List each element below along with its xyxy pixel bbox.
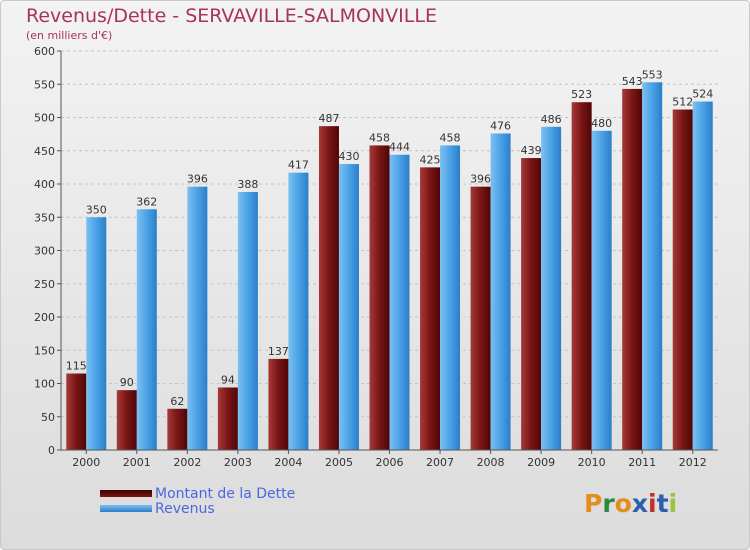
- x-tick-label: 2003: [224, 456, 252, 469]
- bar-dette: [167, 408, 188, 450]
- y-tick-label: 250: [34, 278, 55, 291]
- y-tick-label: 350: [34, 211, 55, 224]
- legend-label-revenus: Revenus: [155, 500, 215, 517]
- data-label-revenus: 524: [692, 88, 713, 101]
- bar-revenus: [692, 101, 713, 450]
- bar-revenus: [591, 130, 612, 451]
- data-label-revenus: 362: [136, 195, 157, 208]
- bar-dette: [66, 373, 87, 450]
- legend-swatch-revenus: [100, 505, 152, 512]
- y-tick-label: 600: [34, 45, 55, 58]
- logo-letter: x: [631, 489, 648, 518]
- bar-dette: [622, 88, 643, 450]
- data-label-revenus: 430: [338, 150, 359, 163]
- x-tick-label: 2000: [72, 456, 100, 469]
- y-tick-label: 100: [34, 378, 55, 391]
- y-tick-label: 200: [34, 311, 55, 324]
- legend-item-revenus: Revenus: [100, 500, 295, 517]
- bar-revenus: [338, 164, 359, 451]
- data-label-revenus: 396: [187, 173, 208, 186]
- x-tick-label: 2004: [274, 456, 302, 469]
- x-tick-label: 2011: [628, 456, 656, 469]
- bar-dette: [571, 102, 592, 450]
- bar-revenus: [136, 209, 157, 450]
- data-label-dette: 439: [521, 144, 542, 157]
- y-tick-label: 150: [34, 344, 55, 357]
- bar-dette: [268, 358, 289, 450]
- data-label-dette: 512: [672, 96, 693, 109]
- logo-letter: i: [648, 489, 657, 518]
- x-tick-label: 2012: [679, 456, 707, 469]
- bar-revenus: [642, 82, 663, 450]
- y-tick-label: 450: [34, 145, 55, 158]
- data-label-dette: 487: [318, 112, 339, 125]
- bar-revenus: [187, 186, 208, 450]
- x-tick-label: 2009: [527, 456, 555, 469]
- data-label-dette: 137: [268, 345, 289, 358]
- x-tick-label: 2006: [376, 456, 404, 469]
- data-labels: 1153509036262396943881374174874304584444…: [66, 68, 713, 408]
- data-label-dette: 90: [120, 376, 134, 389]
- data-label-revenus: 486: [541, 113, 562, 126]
- bar-revenus: [86, 217, 107, 450]
- legend: Montant de la Dette Revenus: [100, 485, 296, 517]
- chart-title: Revenus/Dette - SERVAVILLE-SALMONVILLE: [26, 5, 437, 27]
- data-label-revenus: 476: [490, 119, 511, 132]
- bar-dette: [420, 167, 441, 450]
- x-tick-label: 2001: [123, 456, 151, 469]
- logo-letter: o: [614, 489, 632, 518]
- x-tick-label: 2005: [325, 456, 353, 469]
- bar-dette: [672, 109, 693, 451]
- data-label-revenus: 417: [288, 159, 309, 172]
- data-label-dette: 94: [221, 373, 235, 386]
- x-tick-label: 2010: [578, 456, 606, 469]
- data-label-revenus: 444: [389, 141, 410, 154]
- logo-letter: t: [656, 489, 669, 518]
- data-label-revenus: 388: [237, 178, 258, 191]
- bar-revenus: [288, 172, 309, 450]
- y-tick-label: 300: [34, 245, 55, 258]
- data-label-dette: 62: [170, 395, 184, 408]
- x-tick-label: 2002: [173, 456, 201, 469]
- bar-revenus: [541, 126, 562, 450]
- data-label-dette: 523: [571, 88, 592, 101]
- data-label-dette: 458: [369, 131, 390, 144]
- bar-dette: [521, 158, 542, 450]
- bar-dette: [217, 387, 238, 450]
- data-label-dette: 396: [470, 173, 491, 186]
- bar-dette: [470, 186, 491, 450]
- proxiti-logo: Proxiti: [584, 489, 677, 518]
- data-label-dette: 543: [622, 75, 643, 88]
- y-tick-label: 0: [48, 444, 55, 457]
- legend-label-dette: Montant de la Dette: [155, 485, 296, 502]
- bar-revenus: [237, 191, 258, 451]
- logo-letter: r: [602, 489, 615, 518]
- legend-item-dette: Montant de la Dette: [100, 485, 296, 502]
- y-tick-label: 550: [34, 78, 55, 91]
- data-label-dette: 425: [420, 153, 441, 166]
- y-tick-label: 400: [34, 178, 55, 191]
- bar-dette: [369, 145, 390, 450]
- y-tick-label: 50: [41, 411, 55, 424]
- bar-revenus: [440, 145, 461, 450]
- x-tick-label: 2008: [477, 456, 505, 469]
- logo-letter: i: [668, 489, 678, 518]
- bar-dette: [116, 390, 137, 450]
- data-label-revenus: 458: [440, 131, 461, 144]
- x-tick-label: 2007: [426, 456, 454, 469]
- chart-subtitle: (en milliers d'€): [26, 29, 113, 42]
- data-label-revenus: 350: [86, 203, 107, 216]
- bar-revenus: [389, 154, 410, 451]
- bar-revenus: [490, 133, 511, 450]
- legend-swatch-dette: [100, 490, 152, 497]
- bars: [66, 82, 713, 451]
- data-label-dette: 115: [66, 360, 87, 373]
- bar-dette: [318, 126, 339, 451]
- logo-letter: P: [584, 489, 603, 518]
- data-label-revenus: 553: [642, 68, 663, 81]
- data-label-revenus: 480: [591, 117, 612, 130]
- axes: 0 50 100 150 200 250 300 350 400 450 500 550 600 2000…: [34, 45, 718, 469]
- y-tick-label: 500: [34, 112, 55, 125]
